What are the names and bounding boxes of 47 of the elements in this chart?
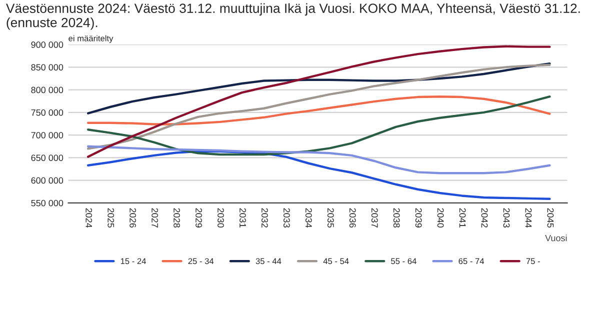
x-tick-label: 2029 — [196, 208, 202, 228]
y-tick-label: 550 000 — [31, 200, 64, 206]
x-tick-label: 2026 — [130, 208, 136, 228]
x-tick-label: 2039 — [415, 208, 422, 228]
x-tick-label: 2042 — [481, 208, 488, 228]
y-axis-title: ei määritelty — [68, 35, 114, 43]
y-tick-label: 650 000 — [31, 154, 64, 162]
legend-label: 75 - — [526, 258, 540, 264]
x-tick-label: 2024 — [86, 208, 92, 228]
x-tick-label: 2032 — [262, 208, 268, 228]
legend-label: 45 - 54 — [323, 258, 349, 264]
x-tick-label: 2031 — [240, 208, 246, 228]
legend-label: 55 - 64 — [391, 258, 416, 264]
x-tick-label: 2025 — [108, 208, 114, 228]
legend-label: 15 - 24 — [120, 258, 146, 264]
line-series — [86, 145, 551, 174]
line-series — [86, 45, 551, 158]
line-series — [86, 64, 551, 150]
x-axis-title: Vuosi — [545, 234, 567, 242]
y-tick-label: 700 000 — [31, 132, 64, 138]
line-series — [86, 95, 551, 126]
x-tick-label: 2033 — [283, 208, 290, 228]
x-tick-label: 2034 — [305, 208, 312, 228]
x-tick-label: 2030 — [218, 208, 224, 228]
x-tick-label: 2045 — [547, 208, 554, 228]
x-tick-label: 2044 — [525, 208, 532, 228]
x-tick-label: 2035 — [327, 208, 334, 228]
x-tick-label: 2036 — [349, 208, 356, 228]
x-tick-label: 2043 — [503, 208, 510, 228]
x-tick-label: 2040 — [437, 208, 444, 228]
x-tick-label: 2028 — [174, 208, 180, 228]
x-tick-label: 2027 — [152, 208, 158, 228]
legend-label: 65 - 74 — [458, 258, 484, 264]
y-tick-label: 900 000 — [31, 42, 64, 48]
x-tick-label: 2037 — [371, 208, 378, 228]
legend-label: 35 - 44 — [256, 258, 282, 264]
legend-label: 25 - 34 — [188, 258, 214, 264]
y-tick-label: 800 000 — [31, 86, 64, 94]
line-series — [86, 62, 551, 114]
y-tick-label: 600 000 — [31, 177, 64, 184]
line-series — [86, 150, 551, 200]
x-tick-label: 2041 — [459, 208, 466, 228]
x-tick-label: 2038 — [393, 208, 400, 228]
y-tick-label: 850 000 — [31, 64, 64, 71]
chart-title: Väestöennuste 2024: Väestö 31.12. muuttujina Ikä ja Vuosi. KOKO MAA, Yhteensä, Väestö 31.12. (ennuste 2024). — [6, 3, 580, 30]
y-tick-label: 750 000 — [31, 109, 64, 116]
line-series — [86, 95, 551, 156]
